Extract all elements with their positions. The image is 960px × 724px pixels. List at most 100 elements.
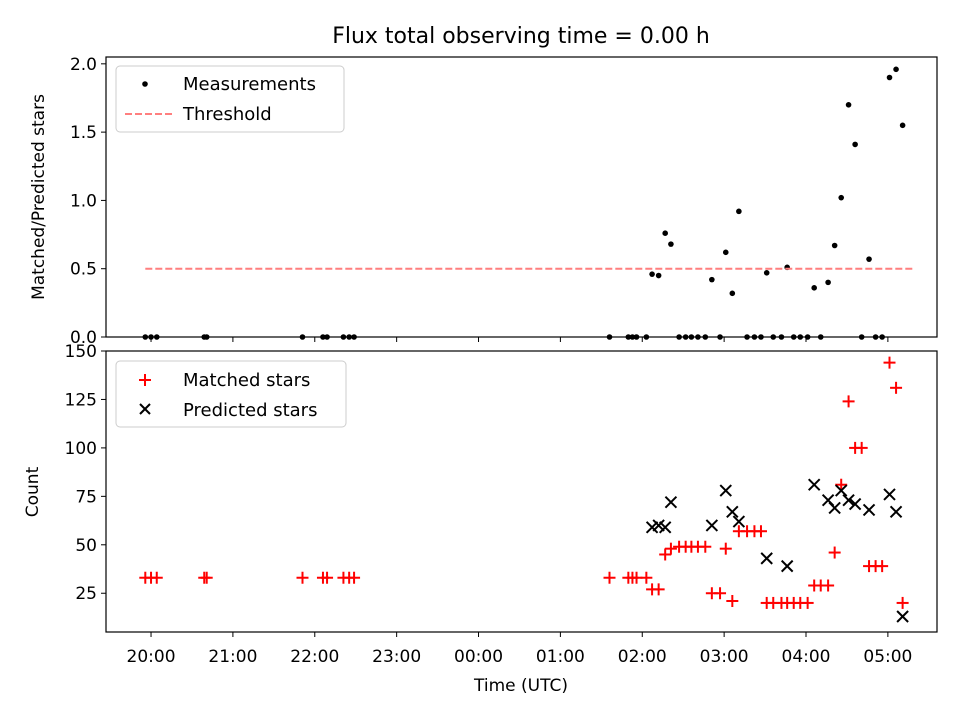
ratio-legend-box [115,65,345,133]
matched-stars-legend-marker [139,374,151,386]
matched-stars-point [699,540,712,553]
measurements-point [736,208,742,215]
predicted-stars-legend-label: Predicted stars [183,400,317,421]
x-tick-label: 01:00 [536,647,585,667]
matched-stars-point [640,571,653,584]
predicted-stars-point [848,497,862,511]
measurements-point [831,242,838,249]
ratio-y-ticks: 0.0 0.5 1.0 1.5 2.0 [70,55,106,348]
predicted-stars-legend-marker [139,403,151,415]
matched-stars-point [883,356,896,369]
measurements-point [845,102,852,108]
count-x-ticks: 20:00 21:00 22:00 23:00 00:00 01:00 02:00 03:00… [127,632,912,667]
measurements-point [729,290,736,297]
matched-stars-point [296,571,309,584]
x-tick-label: 22:00 [290,647,339,667]
measurements-legend-marker [142,81,148,87]
measurements-point [852,141,858,148]
matched-stars-point [664,542,677,555]
matched-stars-point [754,525,767,538]
measurements-point [722,249,729,256]
count-y-tick-label: 25 [75,584,97,604]
predicted-stars-point [658,521,672,534]
x-tick-label: 03:00 [700,647,749,667]
ratio-y-tick-label: 0.5 [70,260,97,280]
measurements-point [655,272,662,279]
predicted-stars-point [705,519,719,532]
count-y-tick-label: 125 [65,390,97,410]
ratio-y-tick-label: 1.5 [70,123,97,143]
predicted-stars-point [780,559,794,573]
predicted-stars-point [835,484,848,497]
predicted-stars-point [732,515,746,528]
predicted-stars-point [828,501,841,515]
count-y-axis-label: Count [23,466,43,517]
x-tick-label: 21:00 [208,647,257,667]
chart-title: Flux total observing time = 0.00 h [332,24,710,49]
ratio-y-tick-label: 0.0 [70,328,97,348]
count-y-tick-label: 50 [75,536,97,556]
ratio-panel: 0.00.51.01.52.0 Matched/Predicted stars … [29,55,938,348]
x-tick-label: 23:00 [372,647,421,667]
predicted-stars-point [760,552,773,565]
measurements-point [893,66,899,73]
matched-stars-point [822,579,835,592]
matched-stars-point [896,596,909,609]
matched-stars-series [139,356,909,609]
matched-stars-point [835,478,848,491]
ratio-panel-frame [105,56,938,338]
ratio-y-tick-label: 1.0 [70,191,97,211]
ratio-legend: Measurements Threshold [115,65,345,133]
x-tick-label: 00:00 [454,647,503,667]
predicted-stars-point [726,505,739,519]
measurements-point [825,279,831,286]
measurements-point [649,271,655,277]
measurements-point [668,241,674,247]
matched-stars-point [714,587,727,600]
matched-stars-point [876,560,889,573]
matched-stars-point [348,571,361,584]
x-axis-label: Time (UTC) [473,676,568,696]
predicted-stars-point [719,484,732,497]
predicted-stars-series [645,478,909,623]
matched-stars-point [890,381,903,394]
x-tick-label: 05:00 [863,647,912,667]
count-legend: Matched stars Predicted stars [115,360,347,428]
measurements-point [709,276,715,283]
measurements-legend-label: Measurements [183,74,316,95]
count-y-ticks: 25 50 75 100 125 150 [65,342,106,604]
ratio-y-axis-label: Matched/Predicted stars [29,94,49,300]
matched-stars-point [801,596,814,609]
predicted-stars-point [862,503,876,517]
matched-stars-point [719,542,732,555]
count-y-tick-label: 150 [65,342,97,362]
count-panel-frame [105,350,938,633]
predicted-stars-point [842,494,855,507]
ratio-y-tick-label: 2.0 [70,55,97,75]
matched-stars-legend-label: Matched stars [183,370,310,391]
measurements-point [811,285,817,291]
predicted-stars-point [896,610,909,623]
predicted-stars-point [664,495,678,509]
measurements-point [899,122,906,129]
predicted-stars-point [883,488,896,501]
matched-stars-point [726,594,739,607]
ratio-x-ticks [150,337,889,342]
x-tick-label: 02:00 [618,647,667,667]
x-tick-label: 20:00 [127,647,176,667]
matched-stars-point [200,571,213,584]
measurements-point [662,230,668,236]
matched-stars-point [150,571,163,584]
count-legend-box [115,360,347,428]
measurements-point [866,256,872,262]
matched-stars-point [842,395,855,408]
matched-stars-point [603,571,616,584]
count-y-tick-label: 100 [65,439,97,459]
x-tick-label: 04:00 [782,647,831,667]
predicted-stars-point [889,505,903,519]
count-panel: 25 50 75 100 125 150 20:00 21:00 22:00 23:00 00:0… [23,342,938,667]
matched-stars-point [321,571,334,584]
matched-stars-point [652,583,665,596]
count-y-tick-label: 75 [75,487,97,507]
